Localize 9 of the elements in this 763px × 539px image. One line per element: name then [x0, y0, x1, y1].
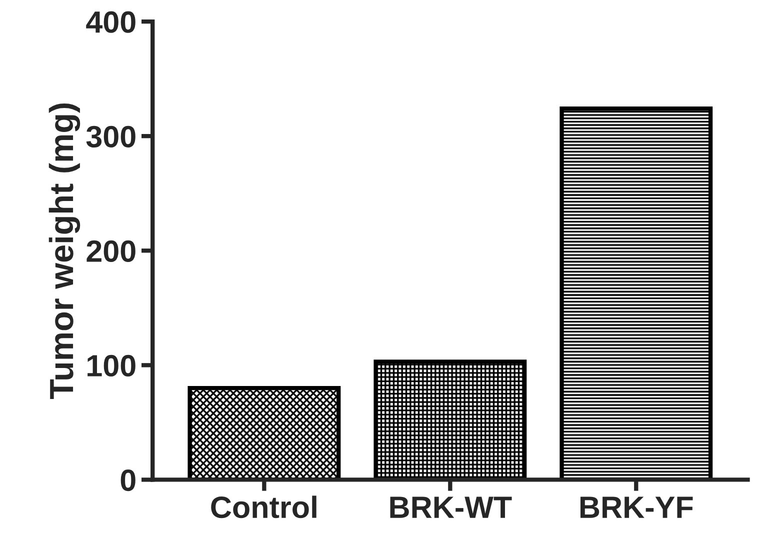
y-tick-label: 400 [86, 11, 136, 33]
y-axis-title: Tumor weight (mg) [48, 104, 80, 400]
x-tick-label: Control [211, 496, 316, 518]
y-tick-label: 200 [86, 240, 136, 262]
y-tick-label: 0 [120, 469, 136, 492]
x-tick-label: BRK-WT [390, 496, 512, 518]
y-tick-label: 300 [86, 126, 136, 148]
y-tick-label: 100 [88, 354, 136, 377]
x-tick-label: BRK-YF [580, 496, 693, 518]
